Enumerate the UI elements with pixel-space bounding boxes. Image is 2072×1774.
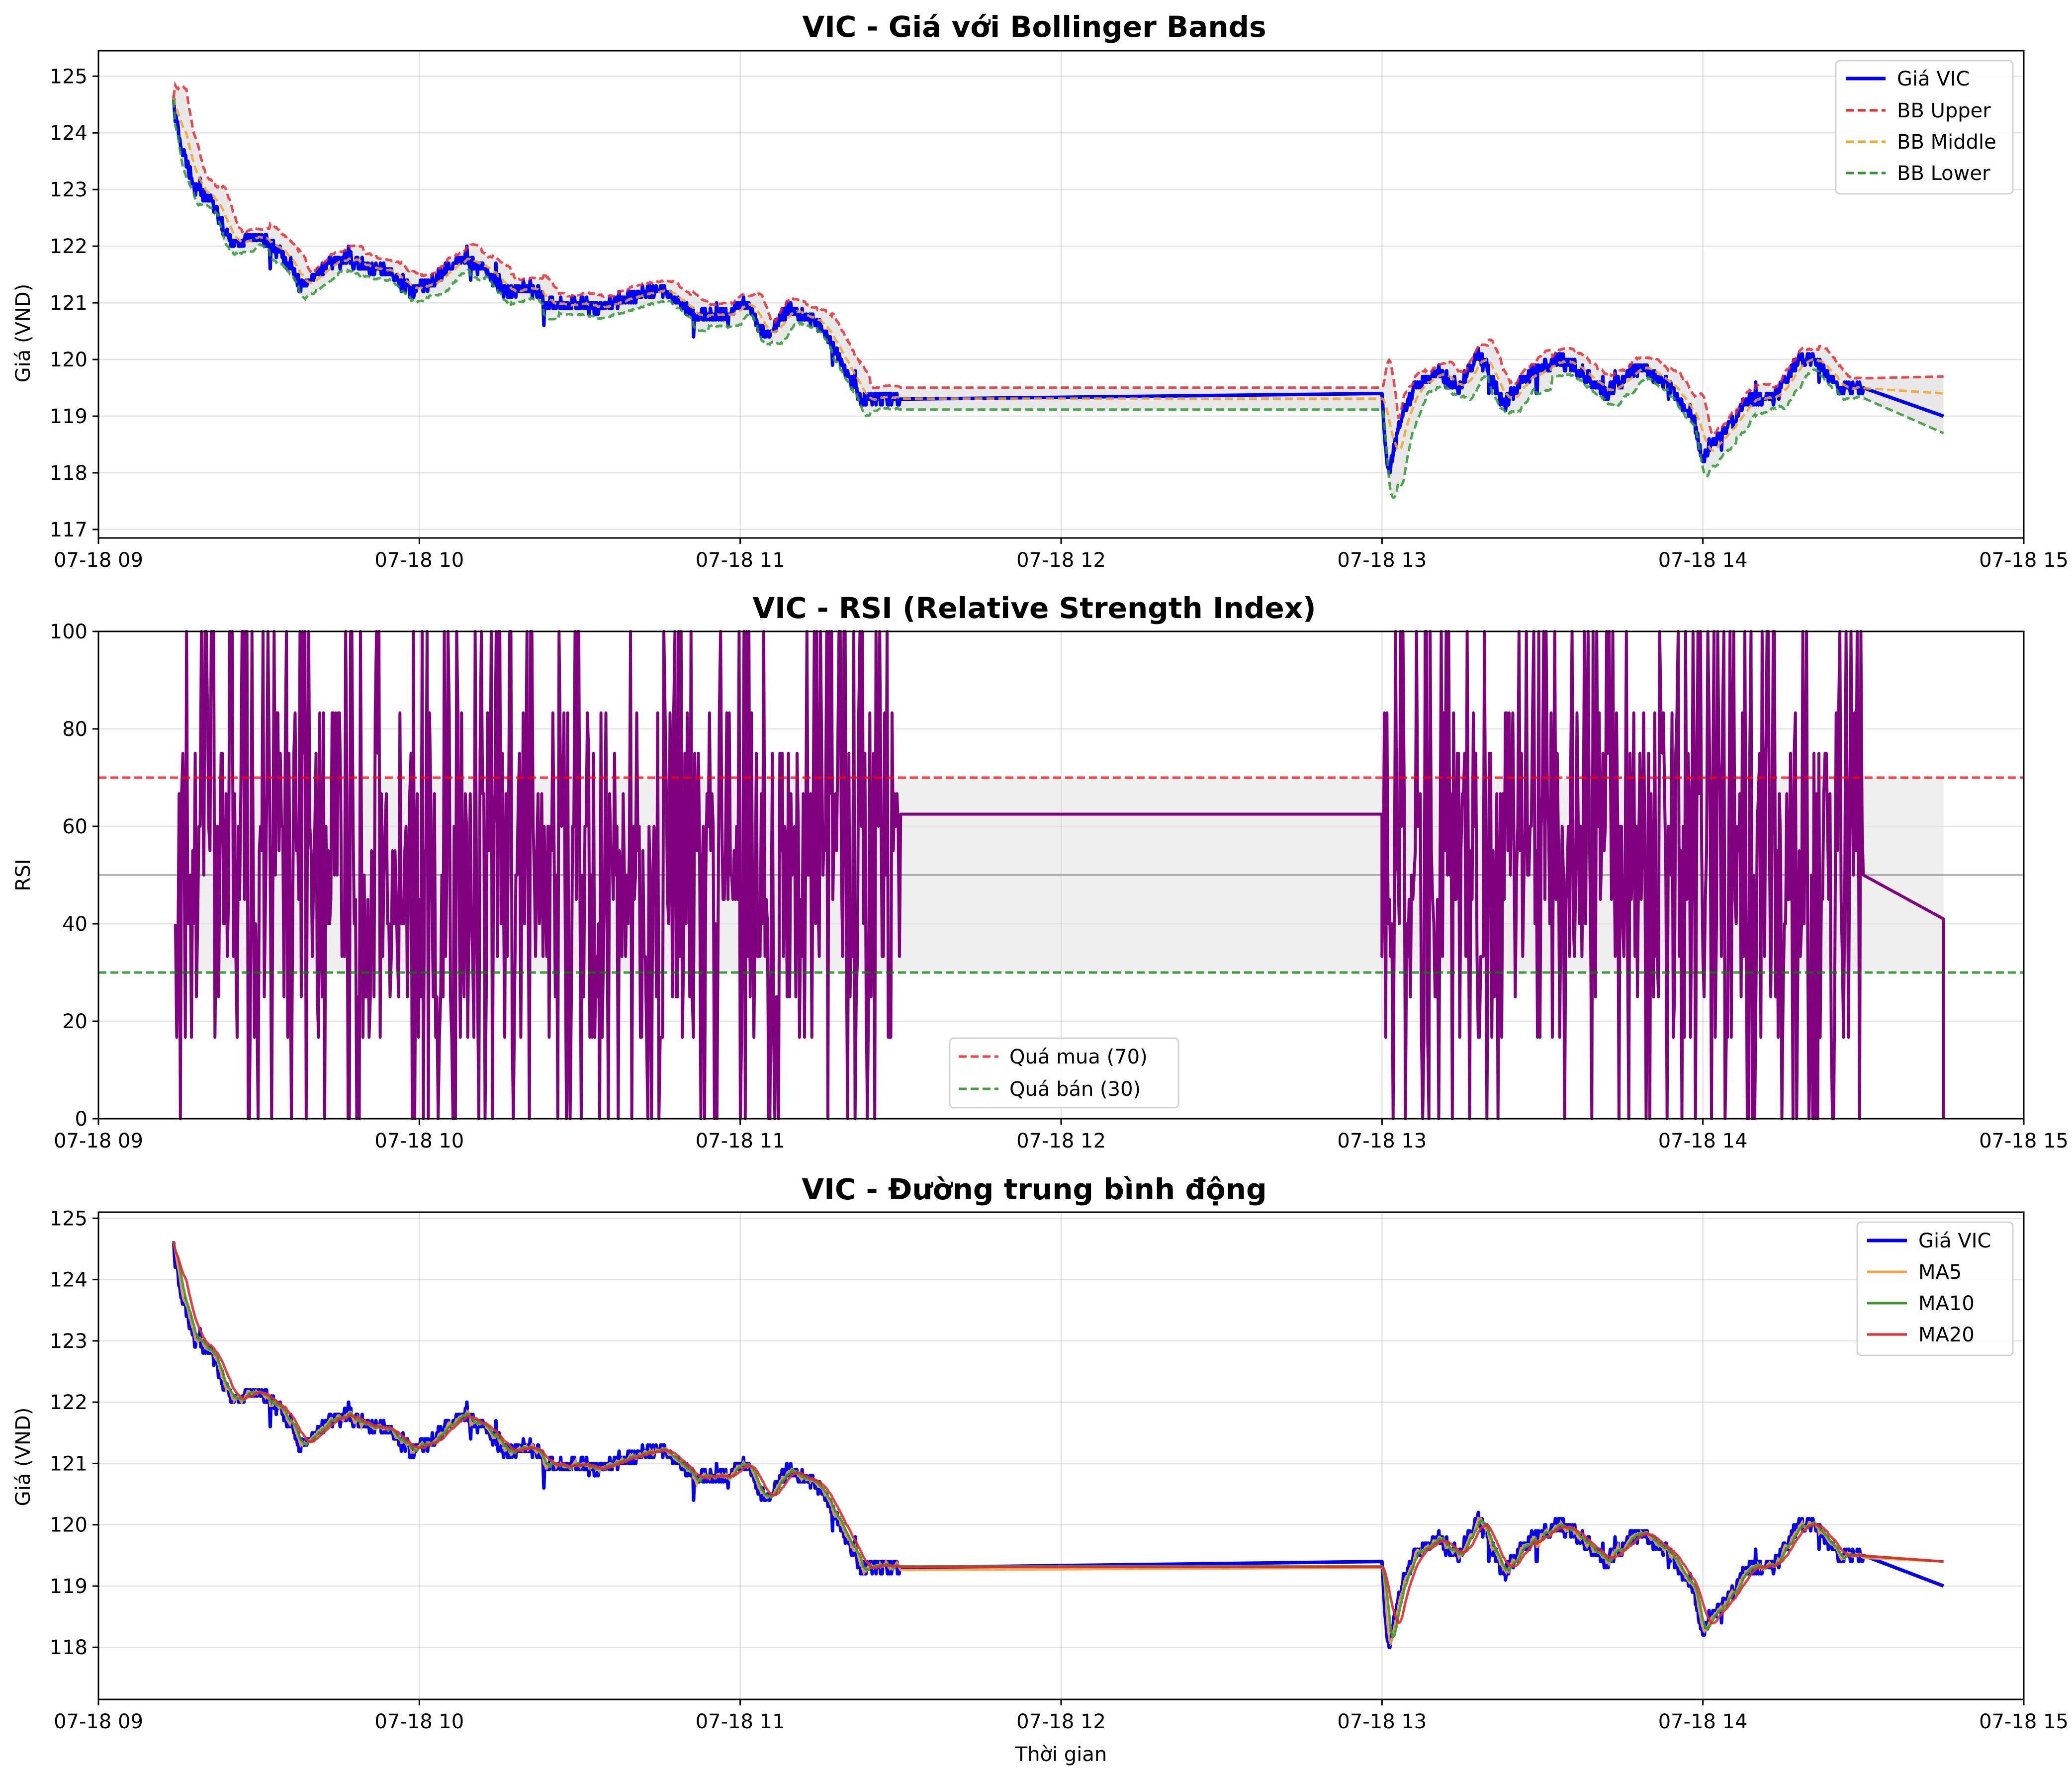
rsi-panel: VIC - RSI (Relative Strength Index) RSI …	[12, 591, 2069, 1153]
x-tick-label: 07-18 14	[1658, 1710, 1748, 1733]
x-tick-label: 07-18 11	[696, 1130, 785, 1153]
bollinger-legend-box	[1835, 60, 2014, 195]
x-tick-label: 07-18 15	[1979, 1130, 2069, 1153]
x-tick-label: 07-18 09	[54, 1130, 143, 1153]
moving-average-panel: VIC - Đường trung bình động Giá (VND) Th…	[12, 1172, 2069, 1766]
y-tick-label: 122	[50, 235, 88, 258]
y-tick-label: 125	[50, 1207, 88, 1230]
y-tick-label: 124	[50, 122, 88, 145]
y-tick-label: 124	[50, 1269, 88, 1292]
legend-ma20-label: MA20	[1918, 1324, 1975, 1346]
y-tick-label: 0	[75, 1108, 88, 1131]
x-tick-label: 07-18 15	[1979, 1710, 2069, 1733]
y-tick-label: 125	[50, 65, 88, 88]
x-tick-label: 07-18 09	[54, 549, 143, 572]
legend-ma-price-label: Giá VIC	[1918, 1230, 1991, 1252]
y-tick-label: 119	[50, 1575, 88, 1598]
x-tick-label: 07-18 15	[1979, 549, 2069, 572]
y-tick-label: 121	[50, 1452, 88, 1475]
rsi-line	[174, 630, 1945, 1120]
bollinger-ylabel: Giá (VND)	[12, 284, 35, 383]
bollinger-legend: Giá VIC BB Upper BB Middle BB Lower	[1835, 60, 2014, 195]
y-tick-label: 120	[50, 1514, 88, 1537]
x-tick-label: 07-18 09	[54, 1710, 143, 1733]
y-tick-label: 60	[62, 815, 88, 838]
x-tick-label: 07-18 10	[374, 1130, 464, 1153]
rsi-x-ticks: 07-18 09 07-18 10 07-18 11 07-18 12 07-18 13…	[54, 1119, 2069, 1153]
y-tick-label: 122	[50, 1391, 88, 1414]
y-tick-label: 118	[50, 462, 88, 485]
x-tick-label: 07-18 10	[374, 549, 464, 572]
price-line	[171, 97, 1944, 475]
ma-plot-area	[171, 1241, 1944, 1649]
y-tick-label: 118	[50, 1636, 88, 1659]
ma-x-ticks: 07-18 09 07-18 10 07-18 11 07-18 12 07-18 13…	[54, 1699, 2069, 1733]
y-tick-label: 20	[62, 1010, 88, 1033]
bollinger-plot-area	[171, 81, 1944, 499]
x-tick-label: 07-18 14	[1658, 1130, 1748, 1153]
y-tick-label: 123	[50, 178, 88, 201]
legend-oversold-label: Quá bán (30)	[1009, 1078, 1141, 1101]
legend-price-label: Giá VIC	[1897, 68, 1970, 90]
legend-ma10-label: MA10	[1918, 1292, 1975, 1315]
ma-legend: Giá VIC MA5 MA10 MA20	[1856, 1221, 2014, 1356]
x-tick-label: 07-18 14	[1658, 549, 1748, 572]
rsi-legend: Quá mua (70) Quá bán (30)	[949, 1037, 1179, 1109]
y-tick-label: 119	[50, 405, 88, 428]
rsi-y-ticks: 0 20 40 60 80 100	[50, 621, 98, 1131]
rsi-legend-box	[949, 1037, 1179, 1109]
x-tick-label: 07-18 10	[374, 1710, 464, 1733]
legend-ma5-label: MA5	[1918, 1261, 1962, 1284]
ma-ylabel: Giá (VND)	[12, 1408, 35, 1507]
x-tick-label: 07-18 12	[1016, 549, 1106, 572]
y-tick-label: 120	[50, 349, 88, 371]
x-tick-label: 07-18 12	[1016, 1710, 1106, 1733]
bb-lower-line	[172, 99, 1944, 499]
ma-y-ticks: 118 119 120 121 122 123 124 125	[50, 1207, 98, 1659]
y-tick-label: 40	[62, 913, 88, 936]
x-tick-label: 07-18 12	[1016, 1130, 1106, 1153]
legend-bb-upper-label: BB Upper	[1897, 99, 1991, 122]
bollinger-title: VIC - Giá với Bollinger Bands	[802, 10, 1266, 44]
ma-legend-box	[1856, 1221, 2014, 1356]
y-tick-label: 80	[62, 718, 88, 741]
rsi-plot-area	[98, 630, 2024, 1120]
y-tick-label: 121	[50, 292, 88, 315]
bollinger-grid	[97, 51, 2025, 538]
rsi-title: VIC - RSI (Relative Strength Index)	[752, 591, 1316, 625]
x-tick-label: 07-18 13	[1337, 1710, 1427, 1733]
legend-bb-middle-label: BB Middle	[1897, 131, 1996, 154]
legend-overbought-label: Quá mua (70)	[1009, 1046, 1148, 1068]
y-tick-label: 100	[50, 621, 88, 643]
ma-xlabel: Thời gian	[1015, 1743, 1107, 1766]
y-tick-label: 123	[50, 1330, 88, 1353]
rsi-ylabel: RSI	[12, 859, 35, 891]
x-tick-label: 07-18 11	[696, 1710, 785, 1733]
x-tick-label: 07-18 13	[1337, 1130, 1427, 1153]
x-tick-label: 07-18 13	[1337, 549, 1427, 572]
x-tick-label: 07-18 11	[696, 549, 785, 572]
ma-title: VIC - Đường trung bình động	[802, 1172, 1266, 1206]
bollinger-y-ticks: 117 118 119 120 121 122 123 124 125	[50, 65, 98, 541]
y-tick-label: 117	[50, 519, 88, 541]
ma20-line	[172, 1242, 1944, 1624]
legend-bb-lower-label: BB Lower	[1897, 162, 1990, 185]
bollinger-x-ticks: 07-18 09 07-18 10 07-18 11 07-18 12 07-18 13…	[54, 538, 2069, 572]
bollinger-panel: VIC - Giá với Bollinger Bands Giá (VND) …	[12, 10, 2069, 572]
